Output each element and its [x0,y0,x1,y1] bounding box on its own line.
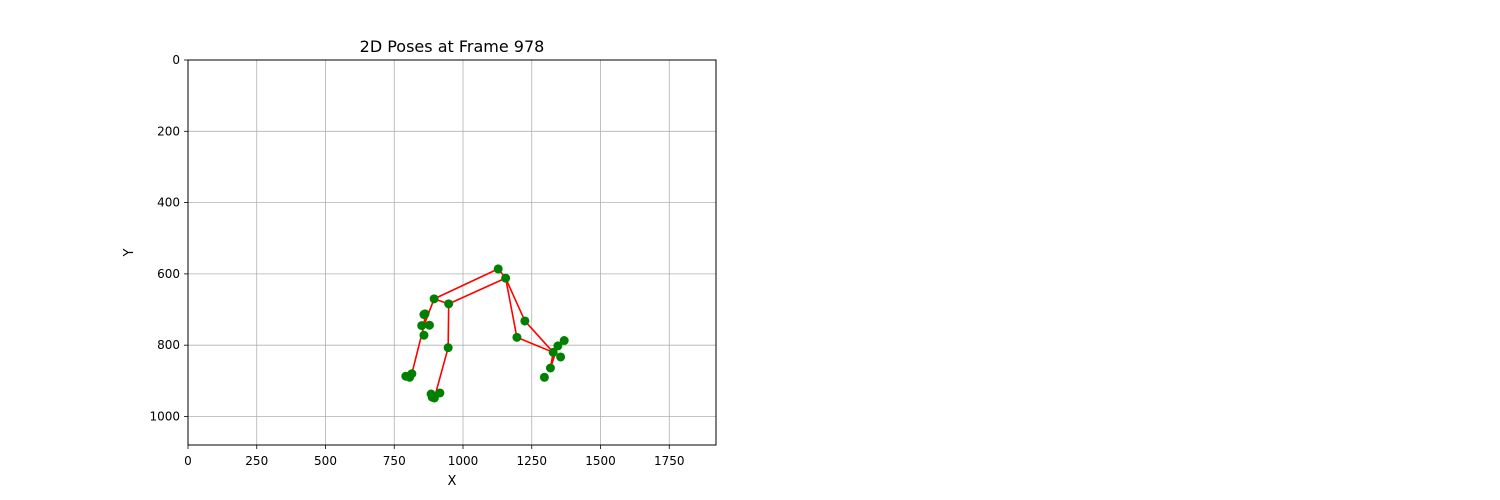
pose-keypoint [443,343,453,353]
y-tick-label: 600 [157,267,180,281]
pose-keypoint [424,320,434,330]
x-tick-label: 0 [184,454,192,468]
pose-points [401,264,569,403]
pose-keypoint [435,388,445,398]
y-tick-label: 800 [157,338,180,352]
y-tick-label: 200 [157,124,180,138]
pose-edge [524,320,555,354]
pose-keypoint [420,309,430,319]
pose-edge [447,303,450,349]
plot-frame [187,59,717,446]
x-tick-label: 500 [314,454,337,468]
pose-keypoint [559,336,569,346]
pose-edges [406,268,559,399]
grid [187,59,716,445]
chart-title: 2D Poses at Frame 978 [360,37,545,56]
y-tick-label: 400 [157,196,180,210]
y-tick-label: 0 [172,53,180,67]
pose-keypoint [556,352,566,362]
axis-ticks: 0 250 500 750 1000 1250 1500 1750 0 200 400 600 800 1… [149,53,684,468]
pose-keypoint [493,264,503,274]
y-tick-label: 1000 [149,409,180,423]
pose-edge [447,277,507,305]
pose-edge [504,277,526,322]
y-axis-label: Y [122,248,137,257]
pose-edge [433,268,500,300]
pose-keypoint [444,299,454,309]
pose-edge [516,336,555,354]
pose-keypoint [553,341,563,351]
x-tick-label: 1000 [448,454,479,468]
x-axis-label: X [448,474,457,489]
pose-keypoint [419,330,429,340]
pose-keypoint [501,273,511,283]
pose-edge [433,346,449,399]
x-tick-label: 1500 [585,454,616,468]
pose-keypoint [539,372,549,382]
x-tick-label: 1250 [516,454,547,468]
pose-keypoint [545,363,555,373]
pose-keypoint [407,369,417,379]
pose-keypoint [417,321,427,331]
x-tick-label: 1750 [654,454,685,468]
x-tick-label: 750 [383,454,406,468]
x-tick-label: 250 [245,454,268,468]
pose-keypoint [429,294,439,304]
pose-keypoint [520,316,530,326]
pose-keypoint [548,347,558,357]
pose-keypoint [512,332,522,342]
pose-edge [504,277,518,339]
